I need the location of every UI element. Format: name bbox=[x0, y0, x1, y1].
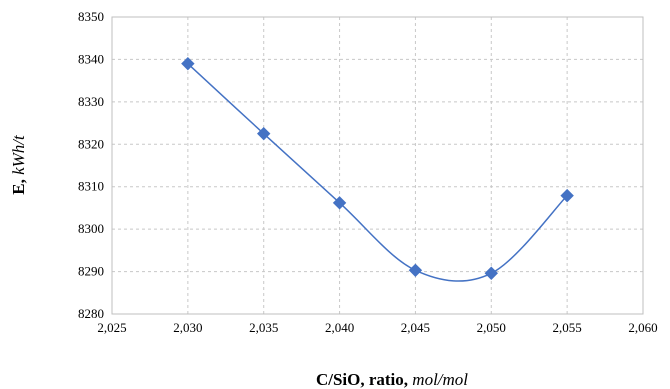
x-tick-label: 2,035 bbox=[249, 320, 278, 335]
y-tick-label: 8320 bbox=[78, 136, 104, 151]
y-tick-label: 8310 bbox=[78, 179, 104, 194]
data-point-marker bbox=[257, 126, 271, 141]
x-tick-label: 2,030 bbox=[173, 320, 202, 335]
x-tick-label: 2,055 bbox=[553, 320, 582, 335]
series-markers bbox=[181, 56, 574, 280]
data-point-marker bbox=[181, 56, 195, 71]
x-tick-label: 2,045 bbox=[401, 320, 430, 335]
y-axis-title-unit: kWh/t bbox=[9, 134, 28, 175]
y-tick-label: 8340 bbox=[78, 51, 104, 66]
data-point-marker bbox=[332, 196, 347, 210]
data-point-marker bbox=[408, 263, 423, 278]
x-axis-title: C/SiO, ratio, mol/mol bbox=[316, 370, 468, 389]
x-tick-label: 2,025 bbox=[97, 320, 126, 335]
x-tick-label: 2,060 bbox=[628, 320, 657, 335]
y-tick-label: 8350 bbox=[78, 9, 104, 24]
y-tick-label: 8300 bbox=[78, 221, 104, 236]
y-axis-title-main: E, bbox=[9, 175, 28, 195]
data-point-marker bbox=[484, 266, 498, 280]
plot-area-border bbox=[111, 16, 644, 315]
x-tick-label: 2,050 bbox=[477, 320, 506, 335]
x-axis-title-unit: mol/mol bbox=[412, 370, 468, 389]
x-axis-title-main: C/SiO, ratio, bbox=[316, 370, 412, 389]
series-line bbox=[187, 63, 568, 282]
y-tick-label: 8330 bbox=[78, 94, 104, 109]
y-tick-label: 8290 bbox=[78, 264, 104, 279]
data-point-marker bbox=[560, 188, 574, 203]
x-tick-label: 2,040 bbox=[325, 320, 354, 335]
y-axis-title: E, kWh/t bbox=[9, 134, 28, 195]
y-tick-label: 8280 bbox=[78, 306, 104, 321]
x-axis-tick-labels: 2,025 2,030 2,035 2,040 2,045 2,050 2,055 2,060 bbox=[97, 320, 657, 335]
y-axis-tick-labels: 8280 8290 8300 8310 8320 8330 8340 8350 bbox=[78, 9, 104, 321]
